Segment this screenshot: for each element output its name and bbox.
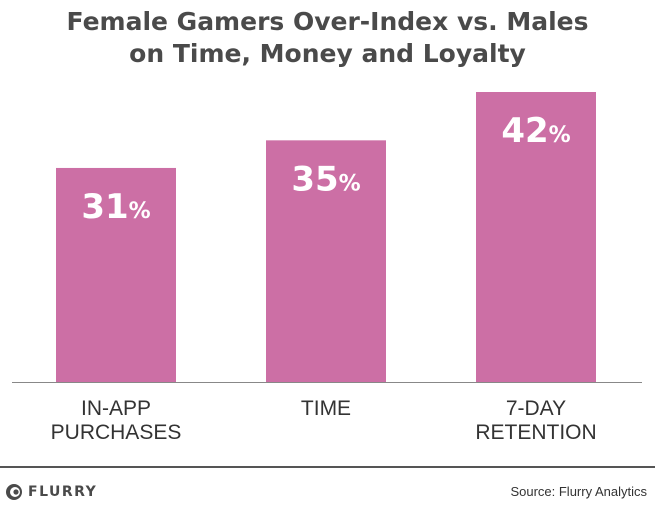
bar-value-label-3: 42%: [501, 111, 570, 151]
chart-title-line-2: on Time, Money and Loyalty: [129, 39, 526, 68]
category-label-1: IN-APP PURCHASES: [51, 397, 182, 444]
source-note: Source: Flurry Analytics: [510, 484, 647, 499]
flurry-logo: FLURRY: [5, 481, 97, 503]
bar-1: [56, 167, 176, 382]
flurry-logo-icon: [6, 484, 22, 500]
category-label-2: TIME: [301, 397, 351, 420]
bar-value-label-1: 31%: [81, 187, 150, 227]
chart-title: Female Gamers Over-Index vs. Males on Ti…: [0, 6, 655, 70]
bar-value-label-2: 35%: [291, 159, 360, 199]
bar-3: [476, 92, 596, 382]
chart-title-line-1: Female Gamers Over-Index vs. Males: [66, 7, 589, 36]
flurry-logo-text: FLURRY: [28, 484, 98, 500]
bar-chart: 31% IN-APP PURCHASES 35% TIME 42% 7-DAY RETENTI…: [12, 92, 642, 444]
bar-2: [266, 140, 386, 382]
category-label-3: 7-DAY RETENTION: [475, 397, 596, 444]
footer-divider: [0, 466, 655, 468]
